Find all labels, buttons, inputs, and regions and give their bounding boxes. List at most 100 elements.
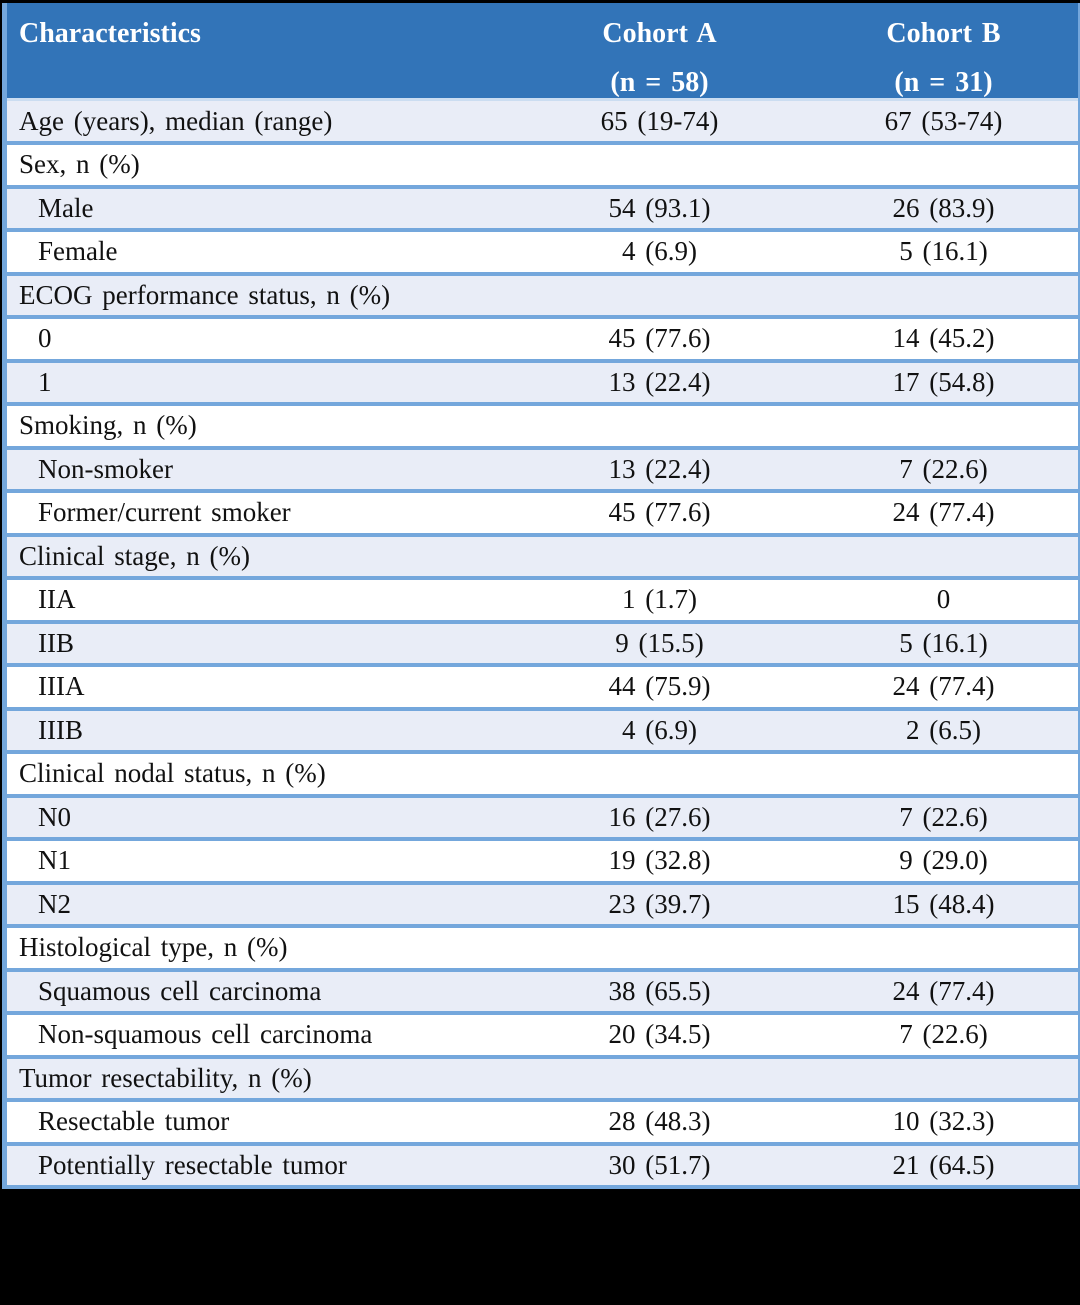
cohort-a-value <box>510 926 810 970</box>
cohort-b-value <box>810 404 1080 448</box>
cohort-b-value: 21 (64.5) <box>892 1149 995 1180</box>
cohort-a-value: 45 (77.6) <box>608 497 711 528</box>
cohort-b-value <box>810 143 1080 187</box>
cohort-a-value: 30 (51.7) <box>608 1149 711 1180</box>
header-row: Characteristics Cohort A (n = 58) Cohort… <box>4 3 1080 101</box>
cohort-b-value <box>810 274 1080 318</box>
cohort-b-value: 2 (6.5) <box>906 714 981 745</box>
cohort-b-title: Cohort B <box>886 18 1001 49</box>
cohort-b-value: 24 (77.4) <box>892 975 995 1006</box>
table-row: Non-squamous cell carcinoma 20 (34.5) 7 (2… <box>4 1013 1080 1057</box>
cohort-b-value: 5 (16.1) <box>899 236 988 267</box>
characteristics-table: Characteristics Cohort A (n = 58) Cohort… <box>2 3 1080 1189</box>
row-label: IIIA <box>38 671 85 702</box>
cohort-b-value <box>810 535 1080 579</box>
cohort-b-n: (n = 31) <box>894 67 993 98</box>
cohort-a-n: (n = 58) <box>610 67 709 98</box>
cohort-a-value: 54 (93.1) <box>608 192 711 223</box>
cohort-b-value: 9 (29.0) <box>899 845 988 876</box>
table-row: N2 23 (39.7) 15 (48.4) <box>4 882 1080 926</box>
cohort-a-value <box>510 274 810 318</box>
cohort-b-value: 14 (45.2) <box>892 323 995 354</box>
table-row: IIB 9 (15.5) 5 (16.1) <box>4 621 1080 665</box>
cohort-b-value: 0 <box>936 584 951 615</box>
row-label: IIIB <box>38 714 83 745</box>
row-label: Non-squamous cell carcinoma <box>38 1019 373 1050</box>
header-cohort-b: Cohort B (n = 31) <box>809 3 1080 101</box>
table-row: Male 54 (93.1) 26 (83.9) <box>4 186 1080 230</box>
table-row: Former/current smoker 45 (77.6) 24 (77.4) <box>4 491 1080 535</box>
row-label: Potentially resectable tumor <box>38 1149 347 1180</box>
cohort-b-value <box>810 926 1080 970</box>
cohort-a-value: 20 (34.5) <box>608 1019 711 1050</box>
cohort-b-value: 24 (77.4) <box>892 671 995 702</box>
table-row: Resectable tumor 28 (48.3) 10 (32.3) <box>4 1100 1080 1144</box>
header-characteristics: Characteristics <box>4 3 510 101</box>
cohort-b-value: 26 (83.9) <box>892 192 995 223</box>
cohort-a-value: 13 (22.4) <box>608 366 711 397</box>
row-label: N2 <box>38 888 71 919</box>
cohort-a-value: 9 (15.5) <box>615 627 704 658</box>
row-label: 1 <box>38 366 52 397</box>
row-label: Sex, n (%) <box>19 149 140 180</box>
table-row: IIA 1 (1.7) 0 <box>4 578 1080 622</box>
cohort-a-value <box>510 535 810 579</box>
category-row: ECOG performance status, n (%) <box>4 273 1080 318</box>
cohort-a-value <box>510 1057 810 1101</box>
cohort-b-value: 5 (16.1) <box>899 627 988 658</box>
row-label: Female <box>38 236 118 267</box>
row-label: Clinical stage, n (%) <box>19 540 250 571</box>
table-row: 0 45 (77.6) 14 (45.2) <box>4 317 1080 361</box>
row-label: Resectable tumor <box>38 1106 230 1137</box>
table-row: IIIA 44 (75.9) 24 (77.4) <box>4 665 1080 709</box>
table-row: IIIB 4 (6.9) 2 (6.5) <box>4 708 1080 752</box>
row-label: Squamous cell carcinoma <box>38 975 322 1006</box>
table-header: Characteristics Cohort A (n = 58) Cohort… <box>4 3 1080 101</box>
category-row: Sex, n (%) <box>4 143 1080 187</box>
cohort-a-title: Cohort A <box>602 18 717 49</box>
row-label: N0 <box>38 801 71 832</box>
row-label: IIB <box>38 627 74 658</box>
cohort-a-value: 45 (77.6) <box>608 323 711 354</box>
row-label: IIA <box>38 584 76 615</box>
table-row: N0 16 (27.6) 7 (22.6) <box>4 795 1080 839</box>
cohort-b-value: 17 (54.8) <box>892 366 995 397</box>
cohort-a-value: 28 (48.3) <box>608 1106 711 1137</box>
cohort-a-value <box>510 752 810 796</box>
cohort-a-value: 13 (22.4) <box>608 453 711 484</box>
row-label: Non-smoker <box>38 453 173 484</box>
cohort-b-value: 7 (22.6) <box>899 1019 988 1050</box>
cohort-a-value: 65 (19-74) <box>600 105 719 136</box>
cohort-b-value <box>810 1057 1080 1101</box>
table-body: Age (years), median (range) 65 (19-74) 67 … <box>4 99 1080 1187</box>
cohort-b-value: 7 (22.6) <box>899 453 988 484</box>
header-cohort-a: Cohort A (n = 58) <box>509 3 810 101</box>
category-row: Smoking, n (%) <box>4 404 1080 448</box>
row-label: Clinical nodal status, n (%) <box>19 758 326 789</box>
table-row: Female 4 (6.9) 5 (16.1) <box>4 230 1080 274</box>
table-row: N1 19 (32.8) 9 (29.0) <box>4 839 1080 883</box>
row-label: ECOG performance status, n (%) <box>19 279 391 310</box>
cohort-b-value: 24 (77.4) <box>892 497 995 528</box>
row-label: Smoking, n (%) <box>19 410 197 441</box>
table-row: Age (years), median (range) 65 (19-74) 67 … <box>4 99 1080 143</box>
cohort-a-value: 4 (6.9) <box>622 714 697 745</box>
cohort-a-value: 44 (75.9) <box>608 671 711 702</box>
row-label: Male <box>38 192 94 223</box>
table-row: 1 13 (22.4) 17 (54.8) <box>4 360 1080 404</box>
table-row: Squamous cell carcinoma 38 (65.5) 24 (77.4… <box>4 969 1080 1013</box>
cohort-a-value: 1 (1.7) <box>622 584 697 615</box>
cohort-a-value: 38 (65.5) <box>608 975 711 1006</box>
cohort-a-value: 23 (39.7) <box>608 888 711 919</box>
category-row: Histological type, n (%) <box>4 926 1080 970</box>
header-characteristics-label: Characteristics <box>19 18 201 49</box>
row-label: 0 <box>38 323 52 354</box>
row-label: Tumor resectability, n (%) <box>19 1062 312 1093</box>
cohort-a-value <box>510 404 810 448</box>
cohort-a-value: 19 (32.8) <box>608 845 711 876</box>
cohort-b-value: 7 (22.6) <box>899 801 988 832</box>
table-row: Potentially resectable tumor 30 (51.7) 21 … <box>4 1143 1080 1187</box>
row-label: Histological type, n (%) <box>19 932 288 963</box>
cohort-b-value: 15 (48.4) <box>892 888 995 919</box>
